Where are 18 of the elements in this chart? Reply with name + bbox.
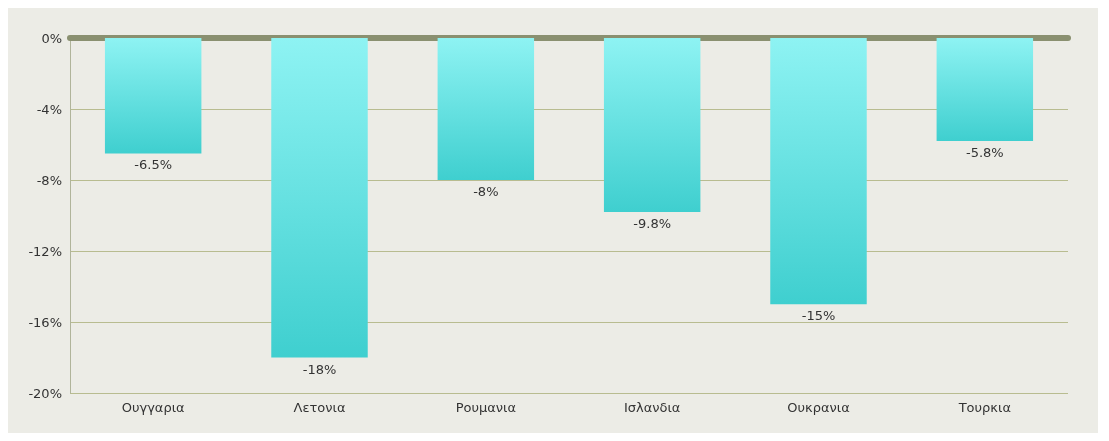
y-tick-label: -12% [28, 243, 62, 259]
data-label: -8% [473, 184, 499, 199]
data-label: -9.8% [633, 215, 672, 231]
x-tick-label: Ρουμανια [455, 400, 517, 415]
y-tick-label: -8% [36, 172, 62, 188]
x-tick-label: Ουγγαρια [121, 400, 185, 415]
data-label: -6.5% [134, 157, 173, 173]
x-tick-label: Τουρκια [957, 400, 1011, 415]
y-tick-label: 0% [41, 30, 62, 46]
y-tick-label: -20% [28, 385, 62, 401]
data-label: -15% [801, 308, 836, 324]
x-tick-label: Λετονια [293, 400, 346, 415]
data-label: -5.8% [965, 144, 1004, 160]
y-tick-label: -16% [28, 314, 62, 330]
data-label: -18% [302, 361, 337, 377]
y-tick-label: -4% [36, 101, 62, 117]
x-tick-label: Ισλανδια [623, 400, 681, 415]
x-tick-label: Ουκρανια [787, 400, 850, 415]
